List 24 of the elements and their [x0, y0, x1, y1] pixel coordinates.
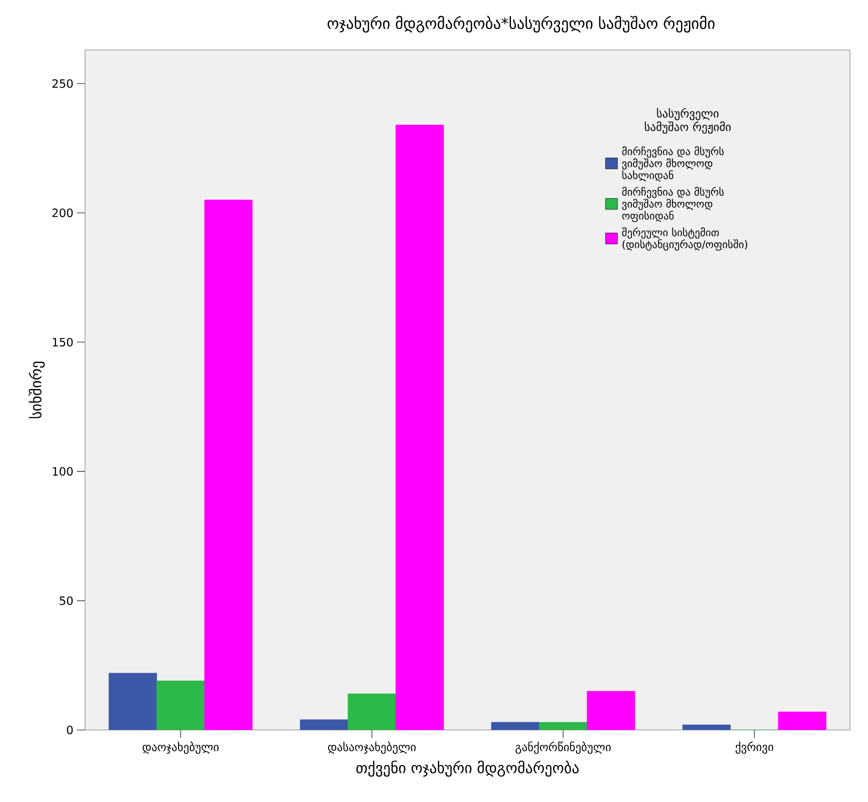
- chart-title: ოჯახური მდგომარეობა*სასურველი სამუშაო რეჟიმი: [328, 16, 714, 32]
- x-tick-label: ქვრივი: [736, 742, 774, 754]
- x-tick-label: დასაოჯახებელი: [328, 742, 416, 754]
- bar: [156, 680, 205, 730]
- legend-label: მირჩევნია და მსურს ვიმუშაო მხოლოდ ოფისიდან: [622, 186, 724, 222]
- legend-label: შერეული სისტემით (დისტანციურად/ოფისში): [622, 227, 748, 251]
- bar: [348, 694, 396, 730]
- bar: [586, 691, 636, 730]
- bar: [778, 712, 826, 730]
- x-axis-title: თქვენი ოჯახური მდგომარეობა: [356, 760, 579, 777]
- bar: [539, 722, 588, 730]
- y-tick-label: 150: [52, 338, 73, 346]
- legend-title: სასურველი სამუშაო რეჟიმი: [644, 108, 731, 134]
- y-tick-label: 50: [60, 596, 73, 606]
- legend-label: მირჩევნია და მსურს ვიმუშაო მხოლოდ სახლიდან: [622, 146, 724, 182]
- bar: [396, 124, 444, 730]
- y-tick-label: 200: [52, 208, 73, 218]
- x-tick-label: დაოჯახებული: [142, 742, 219, 754]
- x-tick-label: განქორწინებული: [516, 742, 611, 754]
- bar: [204, 200, 253, 730]
- y-tick-label: 0: [66, 726, 73, 734]
- y-tick-label: 100: [52, 467, 73, 476]
- y-tick-label: 250: [52, 79, 73, 88]
- y-axis-title: სიხშირე: [28, 362, 45, 418]
